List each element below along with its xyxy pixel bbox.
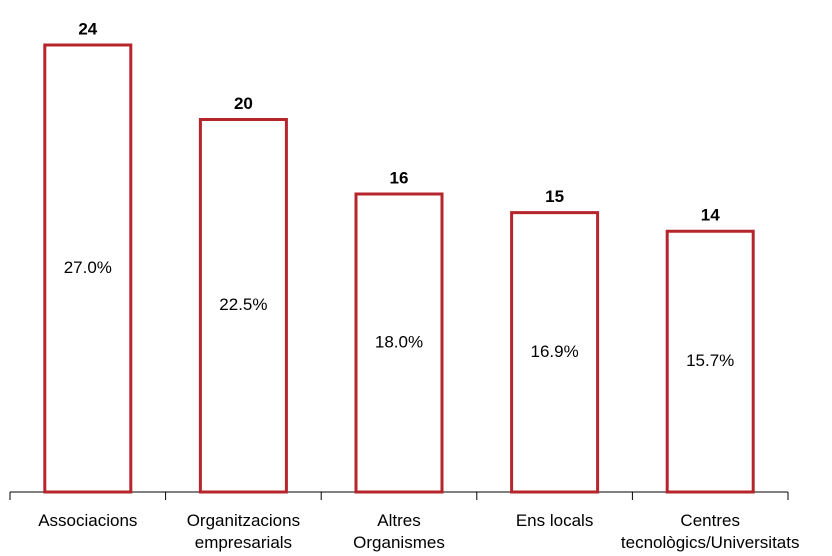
x-tick-label: Altres Organismes — [353, 511, 445, 552]
x-tick-label-line: Altres — [377, 511, 420, 530]
x-tick-label-line: Ens locals — [516, 511, 593, 530]
x-tick-label: Associacions — [38, 511, 137, 530]
bar — [198, 118, 288, 494]
x-tick-label-line: empresarials — [195, 533, 292, 552]
share-label: 15.7% — [686, 351, 734, 370]
x-tick-label: Ens locals — [516, 511, 593, 530]
bar — [665, 229, 755, 494]
x-tick-label-line: Organitzacions — [187, 511, 300, 530]
data-label: 16 — [390, 168, 409, 187]
x-tick-label-line: Organismes — [353, 533, 445, 552]
share-label: 22.5% — [219, 295, 267, 314]
bar — [354, 192, 444, 494]
x-tick-label: Centres tecnològics/Universitats — [621, 511, 800, 552]
bar — [510, 211, 600, 494]
data-label: 20 — [234, 94, 253, 113]
x-tick-label-line: Associacions — [38, 511, 137, 530]
x-tick-label-line: tecnològics/Universitats — [621, 533, 800, 552]
data-label: 15 — [545, 187, 564, 206]
x-tick-label-line: Centres — [680, 511, 740, 530]
bar — [43, 43, 133, 494]
x-tick-label: Organitzacions empresarials — [187, 511, 300, 552]
share-label: 18.0% — [375, 332, 423, 351]
share-label: 27.0% — [64, 258, 112, 277]
data-label: 14 — [701, 206, 720, 225]
data-label: 24 — [78, 19, 97, 38]
share-label: 16.9% — [530, 342, 578, 361]
